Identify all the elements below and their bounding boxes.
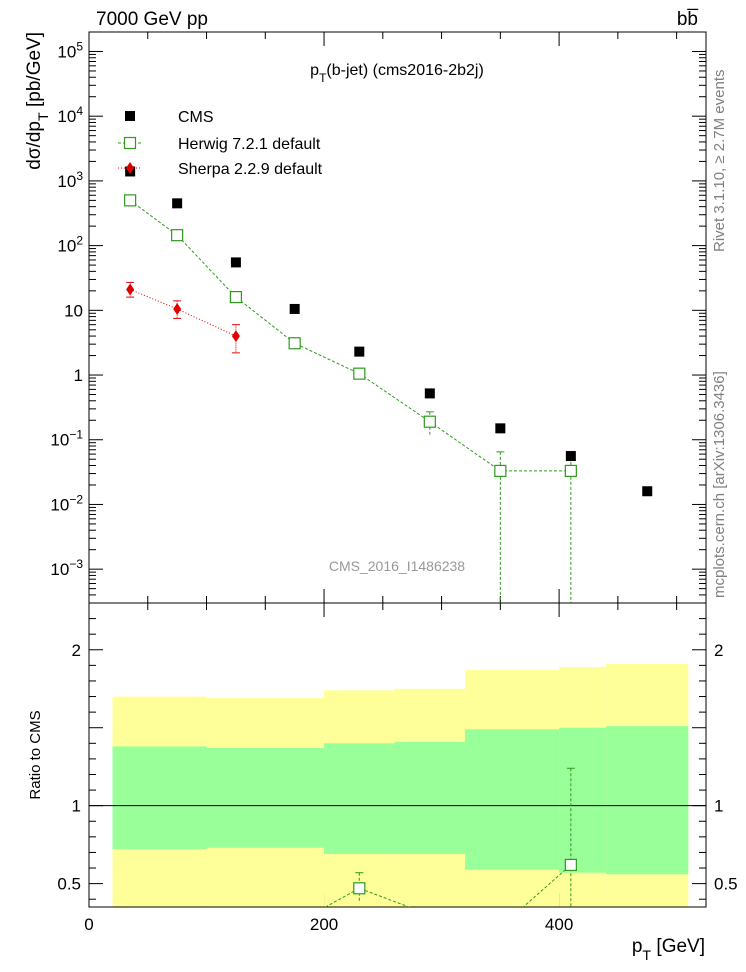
y-tick-label: 10−1 <box>50 428 83 450</box>
ratio-panel: 0 200 400 0.5 0.5 1 1 2 2 <box>57 602 738 934</box>
ratio-band-inner <box>559 727 607 873</box>
plot-title: pT(b-jet) (cms2016-2b2j) <box>310 62 484 85</box>
ratio-band-inner <box>112 746 207 850</box>
legend-herwig-marker <box>123 136 137 150</box>
ratio-y-tick-label-right: 1 <box>714 797 723 816</box>
ratio-y-tick-label-left: 2 <box>72 641 81 660</box>
cms-data-point <box>642 486 653 497</box>
sherpa-point <box>126 283 135 296</box>
y-tick-label: 105 <box>57 39 83 61</box>
y-axis-label-main: dσ/dpT [pb/GeV] <box>24 32 52 170</box>
cms-data-point <box>354 346 365 357</box>
cms-data-point <box>289 303 300 314</box>
rivet-version-label: Rivet 3.1.10, ≥ 2.7M events <box>711 70 728 253</box>
sherpa-point <box>173 302 182 315</box>
cms-data-point <box>495 423 506 434</box>
ratio-y-tick-label-left: 1 <box>72 797 81 816</box>
main-panel: 10−3 10−2 10−1 1 10 102 103 104 105 CMS Herwig 7.2… <box>50 31 707 907</box>
x-axis-label: pT [GeV] <box>632 936 705 964</box>
herwig-point <box>423 415 436 428</box>
sherpa-line <box>129 289 237 337</box>
herwig-point <box>353 367 366 380</box>
ratio-herwig-point <box>564 858 577 872</box>
herwig-point <box>288 337 301 350</box>
x-tick-label: 400 <box>545 915 573 934</box>
ratio-band-inner <box>394 741 466 854</box>
herwig-point <box>124 194 137 207</box>
y-tick-label: 1 <box>74 366 83 385</box>
energy-label: 7000 GeV pp <box>96 9 208 30</box>
ratio-herwig-point <box>353 882 366 895</box>
legend-cms-label: CMS <box>178 109 214 126</box>
legend-herwig-label: Herwig 7.2.1 default <box>178 136 321 153</box>
ratio-y-tick-label-right: 2 <box>714 641 723 660</box>
y-tick-label: 10−3 <box>50 557 83 579</box>
herwig-point <box>494 464 507 478</box>
herwig-line <box>129 199 571 472</box>
herwig-point <box>229 291 243 304</box>
ratio-band-inner <box>465 729 560 870</box>
process-label: bb̅ <box>677 9 699 30</box>
sherpa-point <box>231 330 240 343</box>
legend-sherpa-label: Sherpa 2.2.9 default <box>178 161 323 178</box>
herwig-point <box>171 229 184 242</box>
cms-data-point <box>424 388 435 399</box>
ratio-band-inner <box>606 726 689 875</box>
legend-sherpa-marker <box>126 162 134 174</box>
cms-data-point <box>172 198 183 209</box>
x-tick-label: 0 <box>84 915 93 934</box>
y-tick-label: 102 <box>57 234 83 256</box>
plot-labels: 7000 GeV pp bb̅ pT(b-jet) (cms2016-2b2j) CM… <box>24 9 728 964</box>
y-tick-label: 10−2 <box>50 492 83 514</box>
analysis-id-label: CMS_2016_I1486238 <box>329 558 465 574</box>
ratio-band-inner <box>324 743 395 854</box>
y-tick-label: 10 <box>64 301 83 320</box>
ratio-y-tick-label-right: 0.5 <box>714 875 738 894</box>
mcplots-label: mcplots.cern.ch [arXiv:1306.3436] <box>711 371 728 598</box>
ratio-y-tick-label-left: 0.5 <box>57 875 81 894</box>
legend-cms-marker <box>125 111 135 121</box>
herwig-point <box>564 464 577 478</box>
ratio-frame <box>88 602 707 908</box>
cms-data-point <box>230 257 241 268</box>
ratio-band-inner <box>206 747 325 848</box>
y-axis-label-ratio: Ratio to CMS <box>27 710 44 799</box>
x-tick-label: 200 <box>310 915 338 934</box>
y-tick-label: 104 <box>57 104 83 126</box>
cms-data-point <box>565 451 576 462</box>
y-tick-label: 103 <box>57 169 83 191</box>
ratio-herwig-line <box>324 864 572 907</box>
